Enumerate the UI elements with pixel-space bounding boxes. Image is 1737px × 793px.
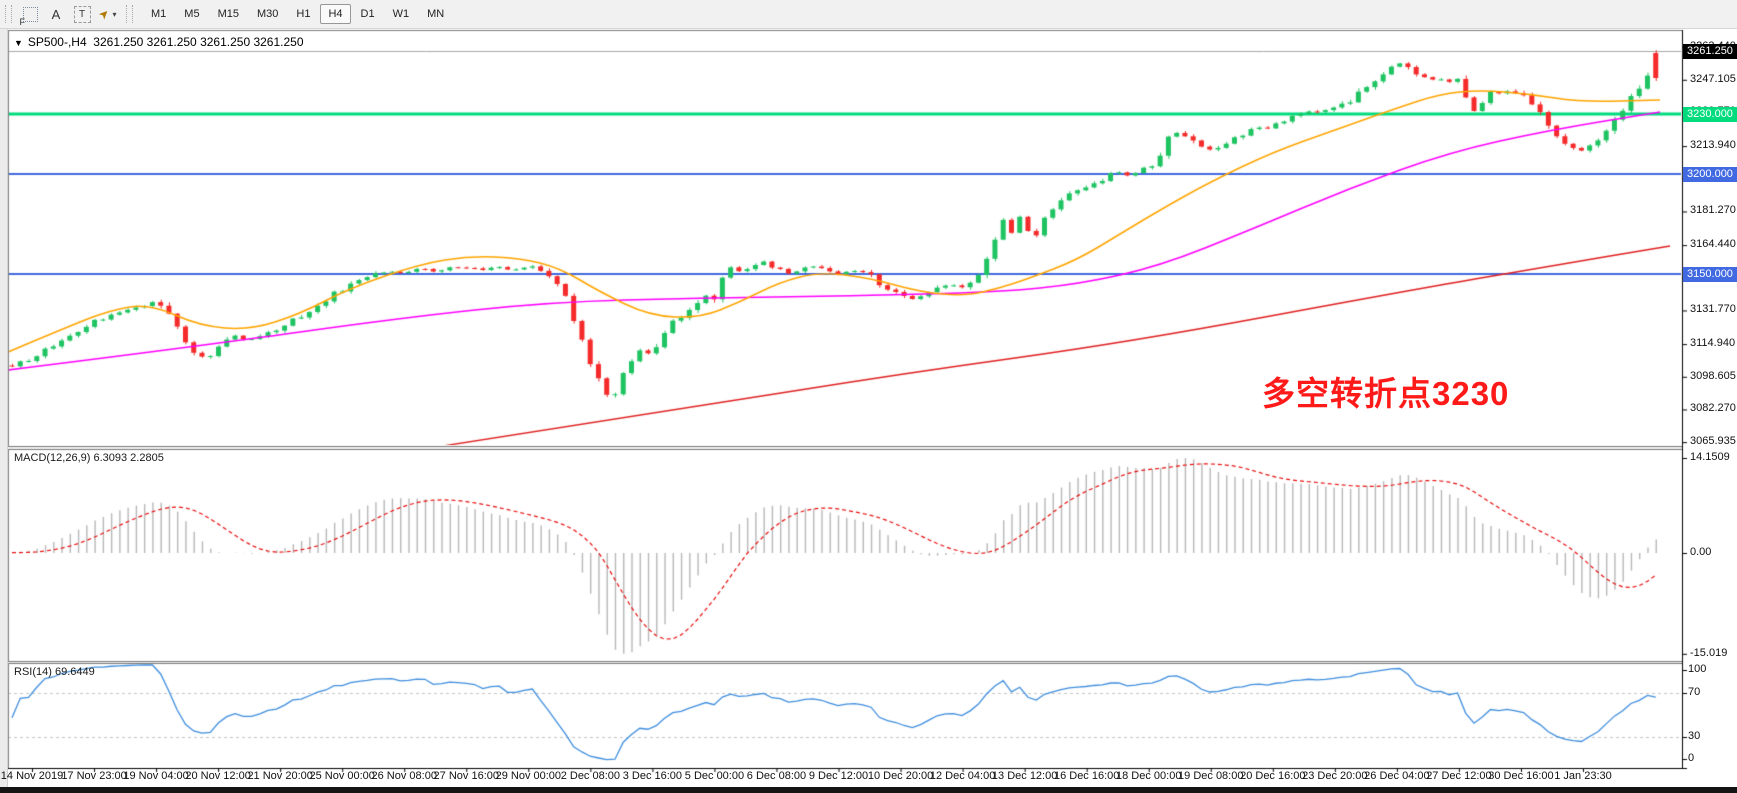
time-axis-label: 6 Dec 08:00 bbox=[746, 770, 807, 782]
price-axis-tick: 3213.940 bbox=[1690, 139, 1736, 152]
time-axis-label: 9 Dec 12:00 bbox=[808, 770, 869, 782]
toolbar-grip[interactable] bbox=[5, 5, 12, 23]
time-axis-label: 2 Dec 08:00 bbox=[560, 770, 621, 782]
chart-annotation-text: 多空转折点3230 bbox=[1262, 375, 1510, 412]
left-dock-gutter[interactable] bbox=[0, 28, 8, 787]
time-axis-label: 23 Dec 20:00 bbox=[1302, 770, 1368, 782]
current-price-tag: 3261.250 bbox=[1683, 44, 1737, 59]
hline-price-tag: 3200.000 bbox=[1683, 166, 1737, 182]
rsi-axis-tick: 0 bbox=[1688, 752, 1695, 764]
chevron-down-icon: ▾ bbox=[112, 9, 117, 19]
price-axis-tick: 3131.770 bbox=[1690, 303, 1736, 316]
time-axis-label: 27 Dec 12:00 bbox=[1426, 770, 1492, 782]
timeframe-button-h1[interactable]: H1 bbox=[296, 8, 311, 20]
arrow-icon: ➤ bbox=[95, 5, 113, 23]
price-axis-tick: 3164.440 bbox=[1690, 238, 1736, 251]
time-axis-label: 27 Nov 16:00 bbox=[433, 770, 499, 782]
time-axis-label: 21 Nov 20:00 bbox=[247, 770, 313, 782]
pattern-tool-icon[interactable]: F bbox=[17, 3, 43, 27]
time-axis-label: 3 Dec 16:00 bbox=[622, 770, 683, 782]
symbol-dropdown-icon[interactable]: ▼ bbox=[14, 38, 23, 48]
timeframe-button-m30[interactable]: M30 bbox=[256, 8, 279, 20]
timeframe-button-w1[interactable]: W1 bbox=[392, 8, 410, 20]
time-axis-label: 20 Dec 16:00 bbox=[1240, 770, 1306, 782]
hline-price-tag: 3230.000 bbox=[1683, 106, 1737, 122]
rsi-indicator-label: RSI(14) 69.6449 bbox=[14, 666, 95, 678]
time-axis-label: 26 Dec 04:00 bbox=[1364, 770, 1430, 782]
time-axis-label: 18 Dec 00:00 bbox=[1116, 770, 1182, 782]
price-axis-tick: 3065.935 bbox=[1690, 435, 1736, 448]
timeframe-button-h4[interactable]: H4 bbox=[320, 4, 351, 24]
time-axis-label: 26 Nov 08:00 bbox=[371, 770, 437, 782]
time-axis-label: 5 Dec 00:00 bbox=[684, 770, 745, 782]
rsi-axis-tick: 30 bbox=[1688, 730, 1701, 742]
toolbar-grip[interactable] bbox=[126, 5, 133, 23]
window-bottom-strip bbox=[0, 787, 1737, 793]
price-axis-tick: 3098.605 bbox=[1690, 369, 1736, 382]
price-axis-tick: 3247.105 bbox=[1690, 72, 1736, 85]
timeframe-button-d1[interactable]: D1 bbox=[360, 8, 375, 20]
timeframe-button-m1[interactable]: M1 bbox=[151, 8, 167, 20]
toolbar: F A T ➤ ▾ M1 M5 M15 M30 H1 H4 D1 W1 MN bbox=[0, 0, 1737, 29]
text-label-tool[interactable]: A bbox=[51, 6, 61, 22]
macd-axis-tick: 0.00 bbox=[1690, 546, 1712, 558]
timeframe-button-m15[interactable]: M15 bbox=[217, 8, 239, 20]
time-axis-label: 30 Dec 16:00 bbox=[1488, 770, 1554, 782]
arrows-tool[interactable]: ➤ ▾ bbox=[95, 3, 121, 25]
time-axis-label: 12 Dec 04:00 bbox=[929, 770, 996, 782]
time-axis-label: 29 Nov 00:00 bbox=[495, 770, 562, 782]
rsi-axis-tick: 70 bbox=[1688, 686, 1701, 698]
macd-axis-tick: 14.1509 bbox=[1690, 451, 1730, 463]
symbol-ohlc-readout[interactable]: ▼ SP500-,H4 3261.250 3261.250 3261.250 32… bbox=[14, 35, 304, 49]
price-axis-tick: 3114.940 bbox=[1690, 337, 1736, 350]
time-axis-label: 19 Dec 08:00 bbox=[1178, 770, 1244, 782]
time-axis-label: 20 Nov 12:00 bbox=[185, 770, 251, 782]
rsi-axis-tick: 100 bbox=[1688, 663, 1707, 675]
macd-axis-tick: -15.019 bbox=[1690, 646, 1728, 659]
grid-f-label: F bbox=[19, 16, 26, 27]
time-axis-label: 10 Dec 20:00 bbox=[867, 770, 934, 782]
macd-indicator-label: MACD(12,26,9) 6.3093 2.2805 bbox=[14, 452, 164, 464]
time-axis-label: 16 Dec 16:00 bbox=[1053, 770, 1120, 782]
time-axis-label: 1 Jan 23:30 bbox=[1554, 770, 1612, 782]
price-axis-tick: 3181.270 bbox=[1690, 204, 1736, 217]
text-box-tool[interactable]: T bbox=[69, 3, 95, 25]
timeframe-bar: M1 M5 M15 M30 H1 H4 D1 W1 MN bbox=[142, 4, 453, 24]
price-axis-tick: 3082.270 bbox=[1690, 402, 1736, 415]
time-axis-label: 13 Dec 12:00 bbox=[991, 770, 1058, 782]
ohlc-values: 3261.250 3261.250 3261.250 3261.250 bbox=[93, 35, 304, 49]
text-box-icon: T bbox=[73, 5, 91, 23]
time-axis-label: 25 Nov 00:00 bbox=[309, 770, 375, 782]
symbol-name: SP500-,H4 bbox=[27, 35, 87, 49]
hline-price-tag: 3150.000 bbox=[1683, 266, 1737, 282]
timeframe-button-m5[interactable]: M5 bbox=[184, 8, 200, 20]
time-axis-label: 17 Nov 23:00 bbox=[61, 770, 127, 782]
time-axis-label: 19 Nov 04:00 bbox=[123, 770, 189, 782]
timeframe-button-mn[interactable]: MN bbox=[427, 8, 445, 20]
grid-f-icon: F bbox=[20, 6, 38, 27]
time-axis-label: 14 Nov 2019 bbox=[0, 770, 64, 782]
